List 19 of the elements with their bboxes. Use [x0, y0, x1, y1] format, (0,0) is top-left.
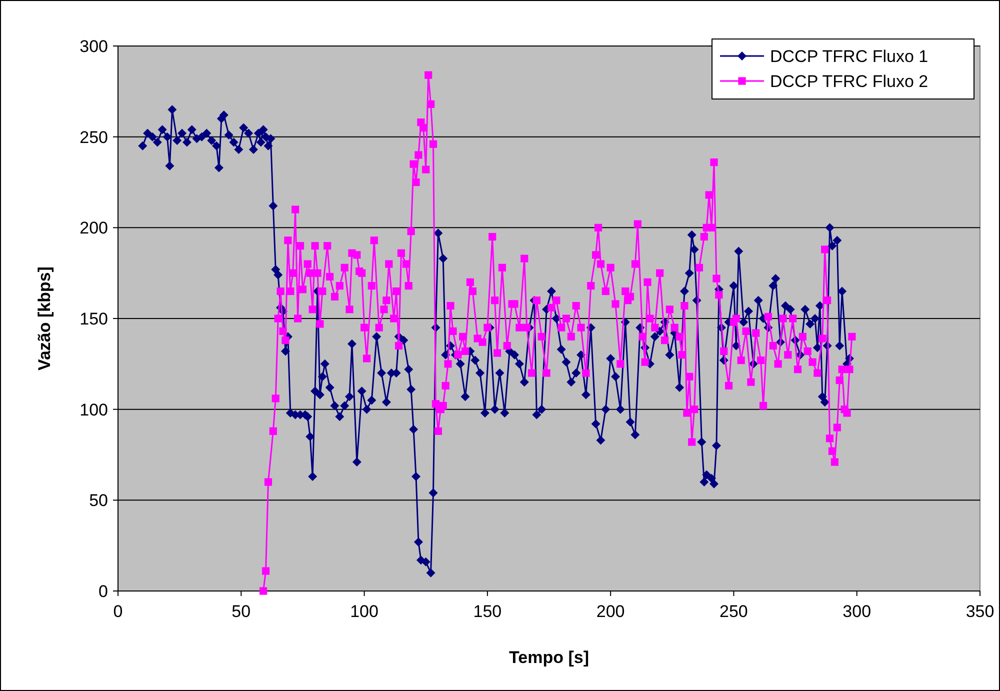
x-tick-label: 100: [350, 602, 378, 621]
y-tick-label: 100: [80, 400, 108, 420]
legend-label: DCCP TFRC Fluxo 2: [770, 72, 928, 91]
x-tick-label: 150: [473, 602, 502, 621]
x-axis-title: Tempo [s]: [509, 648, 589, 667]
y-axis-title: Vazão [kbps]: [35, 266, 54, 370]
x-tick-label: 50: [232, 602, 251, 621]
x-tick-label: 200: [596, 602, 625, 621]
y-tick-label: 300: [80, 36, 108, 56]
y-tick-label: 150: [80, 309, 108, 328]
y-tick-label: 0: [98, 582, 108, 601]
x-tick-label: 250: [720, 602, 748, 621]
legend-label: DCCP TFRC Fluxo 1: [770, 46, 928, 66]
y-tick-label: 50: [89, 491, 108, 510]
x-tick-label: 0: [113, 602, 123, 621]
y-tick-label: 200: [80, 218, 108, 238]
x-tick-label: 350: [966, 602, 994, 621]
y-tick-label: 250: [80, 128, 108, 147]
x-tick-label: 300: [842, 602, 872, 621]
